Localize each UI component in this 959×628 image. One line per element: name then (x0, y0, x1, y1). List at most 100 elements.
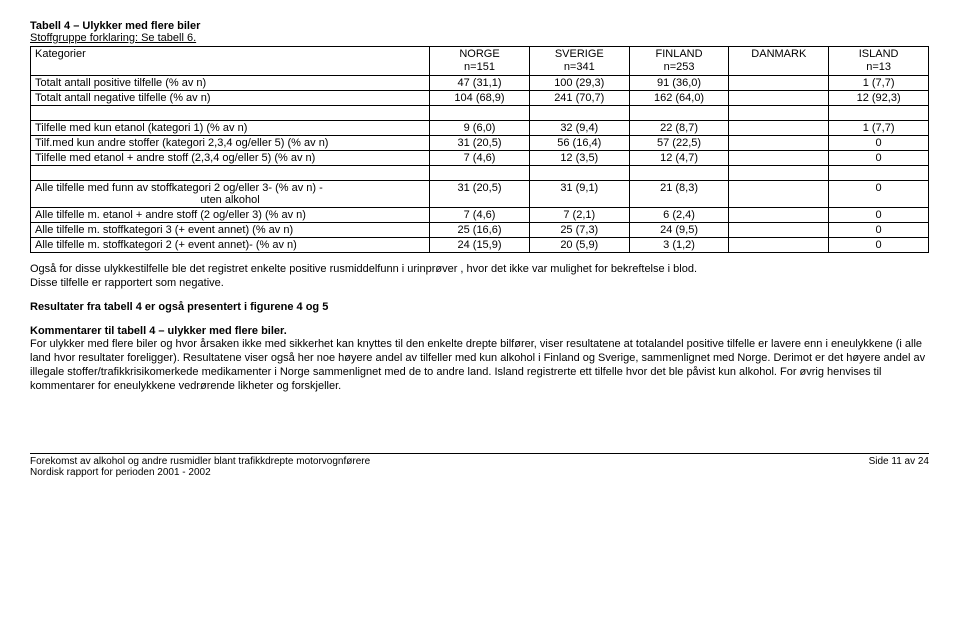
row-value: 0 (829, 238, 929, 253)
row-value (729, 151, 829, 166)
header-sverige: SVERIGE n=341 (529, 47, 629, 76)
header-sverige-label: SVERIGE (555, 48, 604, 60)
row-value (729, 181, 829, 208)
empty-cell (829, 166, 929, 181)
row-value: 22 (8,7) (629, 121, 729, 136)
row-value (729, 238, 829, 253)
row-value: 7 (4,6) (430, 208, 530, 223)
table-row: Alle tilfelle m. etanol + andre stoff (2… (31, 208, 929, 223)
row-value: 25 (7,3) (529, 223, 629, 238)
row-value: 32 (9,4) (529, 121, 629, 136)
row-value: 47 (31,1) (430, 76, 530, 91)
table-header-row: Kategorier NORGE n=151 SVERIGE n=341 FIN… (31, 47, 929, 76)
row-value: 20 (5,9) (529, 238, 629, 253)
row-value: 12 (92,3) (829, 91, 929, 106)
header-norge-n: n=151 (464, 61, 495, 73)
empty-cell (529, 106, 629, 121)
header-island: ISLAND n=13 (829, 47, 929, 76)
header-sverige-n: n=341 (564, 61, 595, 73)
row-label: Alle tilfelle m. stoffkategori 3 (+ even… (31, 223, 430, 238)
row-value (729, 223, 829, 238)
row-label: Totalt antall positive tilfelle (% av n) (31, 76, 430, 91)
row-value: 1 (7,7) (829, 76, 929, 91)
empty-cell (430, 166, 530, 181)
row-value (729, 121, 829, 136)
row-value: 56 (16,4) (529, 136, 629, 151)
table-row (31, 106, 929, 121)
header-finland-n: n=253 (664, 61, 695, 73)
row-label: Alle tilfelle m. stoffkategori 2 (+ even… (31, 238, 430, 253)
paragraph-3-text: For ulykker med flere biler og hvor årsa… (30, 338, 925, 391)
row-value: 24 (9,5) (629, 223, 729, 238)
footer-right: Side 11 av 24 (869, 456, 929, 478)
table-row: Totalt antall positive tilfelle (% av n)… (31, 76, 929, 91)
row-label: Tilfelle med kun etanol (kategori 1) (% … (31, 121, 430, 136)
header-island-label: ISLAND (859, 48, 899, 60)
empty-cell (729, 166, 829, 181)
row-value: 91 (36,0) (629, 76, 729, 91)
row-label: Tilfelle med etanol + andre stoff (2,3,4… (31, 151, 430, 166)
header-norge: NORGE n=151 (430, 47, 530, 76)
paragraph-2: Resultater fra tabell 4 er også presente… (30, 301, 929, 315)
header-danmark: DANMARK (729, 47, 829, 76)
empty-cell (829, 106, 929, 121)
empty-cell (529, 166, 629, 181)
row-value: 0 (829, 223, 929, 238)
paragraph-1-text: Også for disse ulykkestilfelle ble det r… (30, 263, 697, 275)
table-row: Tilfelle med etanol + andre stoff (2,3,4… (31, 151, 929, 166)
row-value: 3 (1,2) (629, 238, 729, 253)
footer-left: Forekomst av alkohol og andre rusmidler … (30, 456, 370, 478)
header-kategorier: Kategorier (31, 47, 430, 76)
paragraph-1b-text: Disse tilfelle er rapportert som negativ… (30, 277, 224, 289)
page-footer: Forekomst av alkohol og andre rusmidler … (30, 453, 929, 478)
row-value: 24 (15,9) (430, 238, 530, 253)
empty-cell (31, 166, 430, 181)
row-value: 100 (29,3) (529, 76, 629, 91)
row-value: 31 (20,5) (430, 181, 530, 208)
row-label: Tilf.med kun andre stoffer (kategori 2,3… (31, 136, 430, 151)
table-title-2: Stoffgruppe forklaring: Se tabell 6. (30, 32, 929, 44)
header-finland-label: FINLAND (656, 48, 703, 60)
table-row: Alle tilfelle m. stoffkategori 3 (+ even… (31, 223, 929, 238)
row-label: Alle tilfelle med funn av stoffkategori … (31, 181, 430, 208)
table-title-1: Tabell 4 – Ulykker med flere biler (30, 20, 929, 32)
row-value: 12 (4,7) (629, 151, 729, 166)
row-label: Alle tilfelle m. etanol + andre stoff (2… (31, 208, 430, 223)
row-value (729, 91, 829, 106)
row-value: 31 (20,5) (430, 136, 530, 151)
row-value: 7 (4,6) (430, 151, 530, 166)
empty-cell (430, 106, 530, 121)
header-finland: FINLAND n=253 (629, 47, 729, 76)
row-value: 9 (6,0) (430, 121, 530, 136)
empty-cell (729, 106, 829, 121)
row-value: 7 (2,1) (529, 208, 629, 223)
empty-cell (31, 106, 430, 121)
table-row: Alle tilfelle m. stoffkategori 2 (+ even… (31, 238, 929, 253)
empty-cell (629, 166, 729, 181)
row-value (729, 76, 829, 91)
empty-cell (629, 106, 729, 121)
table-row: Tilfelle med kun etanol (kategori 1) (% … (31, 121, 929, 136)
row-value: 0 (829, 208, 929, 223)
table-row: Alle tilfelle med funn av stoffkategori … (31, 181, 929, 208)
row-value: 0 (829, 181, 929, 208)
row-value: 12 (3,5) (529, 151, 629, 166)
table-row: Tilf.med kun andre stoffer (kategori 2,3… (31, 136, 929, 151)
row-value: 104 (68,9) (430, 91, 530, 106)
header-norge-label: NORGE (459, 48, 499, 60)
row-value: 1 (7,7) (829, 121, 929, 136)
paragraph-3-heading: Kommentarer til tabell 4 – ulykker med f… (30, 325, 287, 337)
row-value: 6 (2,4) (629, 208, 729, 223)
row-label: Totalt antall negative tilfelle (% av n) (31, 91, 430, 106)
footer-left-line2: Nordisk rapport for perioden 2001 - 2002 (30, 467, 211, 478)
footer-left-line1: Forekomst av alkohol og andre rusmidler … (30, 456, 370, 467)
header-island-n: n=13 (866, 61, 891, 73)
header-danmark-label: DANMARK (751, 48, 806, 60)
table-row (31, 166, 929, 181)
row-value (729, 136, 829, 151)
row-value: 21 (8,3) (629, 181, 729, 208)
row-value: 31 (9,1) (529, 181, 629, 208)
row-value: 57 (22,5) (629, 136, 729, 151)
table-row: Totalt antall negative tilfelle (% av n)… (31, 91, 929, 106)
paragraph-3: Kommentarer til tabell 4 – ulykker med f… (30, 325, 929, 394)
